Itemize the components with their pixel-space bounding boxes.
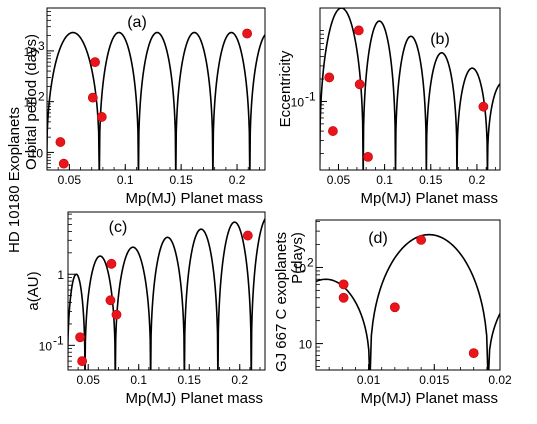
data-point xyxy=(106,258,117,269)
model-curve xyxy=(316,233,500,370)
panel-label: (c) xyxy=(109,219,128,236)
plot-frame xyxy=(319,7,501,171)
data-point xyxy=(105,295,116,306)
plot-frame xyxy=(67,211,266,371)
panel-label: (d) xyxy=(368,230,388,247)
y-tick-label: 10 xyxy=(299,338,313,352)
x-tick-label: 0.1 xyxy=(376,173,393,187)
x-tick-label: 0.15 xyxy=(419,173,443,187)
data-point xyxy=(55,137,66,147)
y-tick-exponent: -1 xyxy=(53,333,64,347)
y-tick-label: 10 xyxy=(30,146,44,160)
model-curve xyxy=(68,217,265,370)
x-tick-label: 0.2 xyxy=(229,173,246,187)
y-tick-label: 10 xyxy=(24,96,38,110)
data-point xyxy=(353,25,364,36)
x-tick-label: 0.15 xyxy=(169,173,193,187)
data-point xyxy=(77,356,88,367)
x-axis-title: Mp(MJ) Planet mass xyxy=(125,390,263,407)
data-point xyxy=(87,92,98,103)
plot-frame xyxy=(46,7,266,171)
right-title-line-1: GJ 667 C exoplanets xyxy=(273,232,290,372)
x-tick-label: 0.05 xyxy=(327,173,351,187)
x-tick-label: 0.05 xyxy=(77,373,101,387)
data-point xyxy=(75,332,86,343)
left-title-line-2: Orbital period (days) xyxy=(23,34,40,170)
y-tick-label: 1 xyxy=(57,268,64,282)
data-point xyxy=(111,309,122,320)
model-curve xyxy=(47,31,265,170)
data-point xyxy=(328,126,338,136)
y-tick-exponent: 3 xyxy=(38,39,45,53)
data-point xyxy=(338,279,349,290)
x-tick-label: 0.1 xyxy=(130,373,147,387)
x-tick-label: 0.02 xyxy=(488,373,512,387)
data-point xyxy=(58,158,69,169)
y-tick-exponent: 2 xyxy=(307,255,314,269)
data-point xyxy=(90,57,100,68)
data-point xyxy=(363,151,373,162)
data-point xyxy=(242,28,253,39)
x-tick-label: 0.2 xyxy=(231,373,248,387)
y-tick-label: 10 xyxy=(39,339,53,353)
data-point xyxy=(354,79,365,90)
x-tick-label: 0.2 xyxy=(469,173,486,187)
model-curve xyxy=(320,8,500,170)
panel-c: 0.05 0.1 0.15 0.2 10 -1 1 Mp(MJ) Planet mass a(A… xyxy=(25,211,266,407)
x-tick-label: 0.01 xyxy=(357,373,381,387)
x-tick-label: 0.015 xyxy=(419,373,449,387)
y-axis-title: Eccentricity xyxy=(277,50,294,127)
data-point xyxy=(389,302,400,313)
y-tick-exponent: 2 xyxy=(38,90,45,104)
y-axis-title: a(AU) xyxy=(25,271,42,310)
data-point xyxy=(324,72,335,83)
x-axis-title: Mp(MJ) Planet mass xyxy=(360,190,498,207)
data-point xyxy=(416,235,427,245)
data-point xyxy=(338,292,349,303)
x-axis-title: Mp(MJ) Planet mass xyxy=(125,190,263,207)
y-tick-exponent: -1 xyxy=(305,89,316,103)
x-tick-label: 0.05 xyxy=(58,173,82,187)
data-point xyxy=(242,230,253,241)
x-tick-label: 0.15 xyxy=(178,373,202,387)
x-axis-title: Mp(MJ) Planet mass xyxy=(360,390,498,407)
left-title-line-1: HD 10180 Exoplanets xyxy=(6,107,23,253)
y-tick-label: 10 xyxy=(293,261,307,275)
right-title-line-2: P(days) xyxy=(289,232,306,284)
panel-label: (b) xyxy=(430,31,450,48)
data-point xyxy=(478,101,489,112)
data-point xyxy=(468,348,479,359)
x-tick-label: 0.1 xyxy=(117,173,134,187)
y-tick-label: 10 xyxy=(291,95,305,109)
data-point xyxy=(96,112,107,122)
y-tick-label: 10 xyxy=(24,45,38,59)
panel-label: (a) xyxy=(127,14,147,31)
panel-b: 0.05 0.1 0.15 0.2 10 -1 Mp(MJ) Planet mass Ecce… xyxy=(277,7,501,207)
